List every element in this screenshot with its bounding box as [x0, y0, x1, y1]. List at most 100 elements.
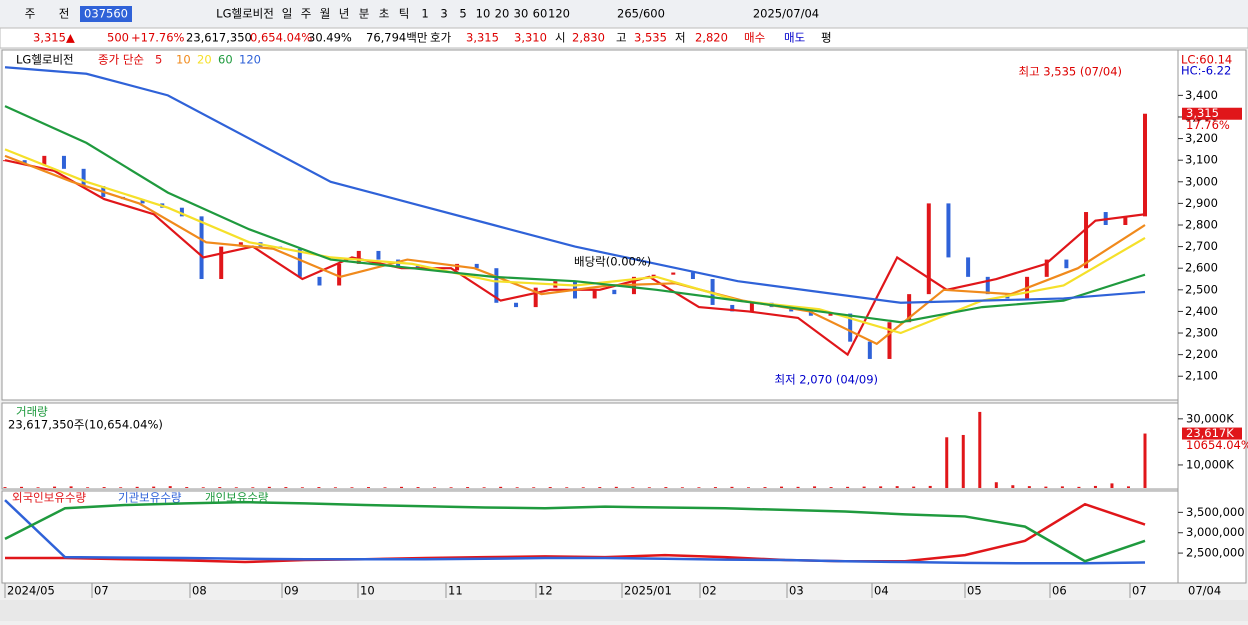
dividend-label: 배당락(0.00%) [574, 255, 651, 269]
last-volume: 23,617K [1186, 426, 1234, 440]
volume-bar [548, 487, 552, 488]
x-tick-label: 08 [192, 584, 207, 598]
toolbar-item[interactable]: /600 [639, 7, 665, 21]
candle [690, 272, 695, 280]
x-tick-label: 07 [94, 584, 109, 598]
quote-bar [0, 27, 1248, 49]
lc-label: LC:60.14 [1181, 53, 1232, 67]
candle [219, 246, 224, 280]
volume-bar [846, 486, 850, 488]
last-date: 07/04 [1188, 584, 1221, 598]
x-tick-label: 05 [967, 584, 982, 598]
candle [238, 242, 243, 247]
toolbar-item[interactable]: 3 [440, 7, 447, 21]
volume-bar [499, 486, 503, 488]
volume-bar [961, 434, 965, 488]
scrollbar[interactable] [0, 600, 1248, 621]
volume-bar [86, 487, 90, 488]
volume-bar [433, 487, 437, 488]
candle [140, 199, 145, 204]
y-tick-label: 3,100 [1185, 153, 1218, 167]
change-label: 17.76% [1186, 118, 1230, 132]
toolbar-item[interactable]: 주 [301, 7, 312, 21]
toolbar-item[interactable]: 30 [514, 7, 529, 21]
toolbar-item[interactable]: 틱 [399, 7, 410, 21]
y-tick-label: 2,200 [1185, 347, 1218, 361]
toolbar-item[interactable]: 265 [617, 7, 639, 21]
volume-bar [945, 437, 949, 488]
toolbar-item[interactable]: LG헬로비전 [216, 7, 274, 21]
legend-entry: 120 [239, 53, 261, 67]
volume-bar [763, 487, 767, 488]
quote-item: 시 [555, 31, 566, 45]
quote-item: 3,535 [634, 31, 667, 45]
candle [1143, 113, 1147, 217]
toolbar-item[interactable]: 120 [548, 7, 570, 21]
toolbar-item[interactable]: 1 [421, 7, 428, 21]
y-tick-label: 3,000,000 [1186, 525, 1245, 539]
quote-item: 3,315 [466, 31, 499, 45]
ma-label: 종가 단순 [98, 53, 144, 67]
volume-bar [895, 486, 899, 488]
volume-bar [168, 486, 172, 488]
volume-bar [697, 487, 701, 488]
x-tick-label: 2024/05 [7, 584, 55, 598]
volume-bar [102, 487, 106, 488]
quote-item: ▲ [66, 31, 75, 45]
legend-entry: 20 [197, 53, 212, 67]
toolbar-item[interactable]: 037560 [84, 7, 128, 21]
legend-entry: 10 [176, 53, 191, 67]
quote-item: 23,617,350 [186, 31, 252, 45]
x-tick-label: 03 [789, 584, 804, 598]
candle [985, 276, 990, 295]
volume-bar [664, 487, 668, 488]
volume-bar [69, 486, 73, 488]
toolbar-item[interactable]: 월 [320, 7, 331, 21]
toolbar-item[interactable]: 주 [25, 7, 36, 21]
volume-bar [796, 486, 800, 488]
code-box[interactable] [80, 6, 132, 22]
volume-bar [300, 487, 304, 488]
y-tick-label: 30,000K [1186, 411, 1234, 425]
volume-bar [614, 486, 618, 488]
volume-bar [813, 486, 817, 488]
low-label: 최저 2,070 (04/09) [774, 373, 878, 387]
volume-bar [152, 486, 156, 488]
x-tick-label: 09 [284, 584, 299, 598]
volume-bar [383, 487, 387, 488]
volume-bar [1093, 485, 1097, 488]
volume-bar [251, 487, 255, 488]
volume-bar [1110, 483, 1114, 488]
candle [926, 203, 931, 295]
toolbar-item[interactable]: 10 [476, 7, 491, 21]
volume-bar [416, 487, 420, 488]
legend-entry: 개인보유수량 [205, 491, 269, 505]
legend-entry: 5 [155, 53, 162, 67]
quote-item: 평 [821, 31, 832, 45]
volume-bar [482, 487, 486, 488]
toolbar-item[interactable]: 전 [59, 7, 70, 21]
toolbar-item[interactable]: 초 [379, 7, 390, 21]
value-axis [1177, 49, 1247, 584]
volume-bar [1143, 433, 1147, 488]
toolbar-item[interactable]: 60 [533, 7, 548, 21]
quote-item: 3,315 [33, 31, 66, 45]
toolbar-item[interactable]: 20 [495, 7, 510, 21]
candle [317, 276, 322, 286]
toolbar-item[interactable]: 년 [339, 7, 350, 21]
toolbar-item[interactable]: 일 [282, 7, 293, 21]
volume-bar [400, 486, 404, 488]
ma-line [4, 66, 1146, 304]
y-tick-label: 3,500,000 [1186, 505, 1245, 519]
y-tick-label: 10,000K [1186, 457, 1234, 471]
toolbar-item[interactable]: 5 [459, 7, 466, 21]
volume-bar [36, 487, 40, 488]
volume-bar [581, 487, 585, 488]
toolbar-item[interactable]: 분 [359, 7, 370, 21]
volume-bar [912, 486, 916, 488]
toolbar-item[interactable]: 2025/07/04 [753, 7, 819, 21]
quote-item: 500 [107, 31, 129, 45]
legend-entry: 기관보유수량 [118, 491, 182, 505]
volume-bar [515, 487, 519, 488]
